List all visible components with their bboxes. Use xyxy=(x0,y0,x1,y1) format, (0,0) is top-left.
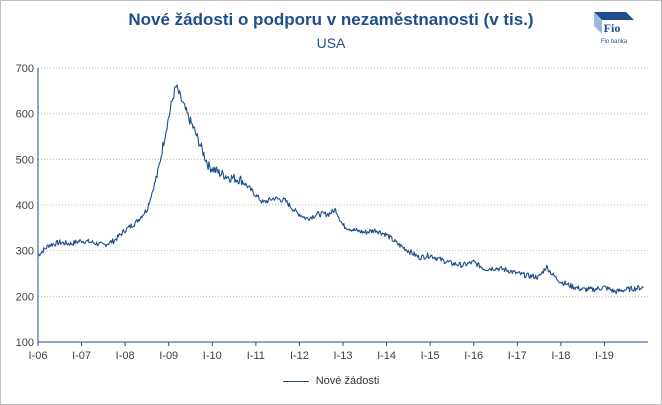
y-tick-label: 300 xyxy=(16,246,34,258)
x-tick-label: I-13 xyxy=(334,350,353,362)
y-tick-label: 400 xyxy=(16,200,34,212)
y-tick-label: 100 xyxy=(16,337,34,349)
x-tick-label: I-15 xyxy=(421,350,440,362)
series-line-nove-zadosti xyxy=(37,84,644,295)
x-tick-label: I-17 xyxy=(508,350,527,362)
y-tick-label: 500 xyxy=(16,154,34,166)
x-tick-label: I-14 xyxy=(377,350,396,362)
x-tick-label: I-06 xyxy=(29,350,48,362)
logo-text: Fio xyxy=(604,21,621,35)
chart-subtitle: USA xyxy=(316,35,346,51)
x-tick-label: I-18 xyxy=(551,350,570,362)
x-tick-label: I-19 xyxy=(595,350,614,362)
legend-label: Nové žádosti xyxy=(315,375,380,387)
fio-logo: Fio Fio banka xyxy=(594,12,634,45)
x-tick-label: I-10 xyxy=(203,350,222,362)
y-tick-label: 700 xyxy=(16,63,34,75)
x-tick-label: I-08 xyxy=(116,350,135,362)
y-tick-label: 600 xyxy=(16,109,34,121)
chart-title: Nové žádosti o podporu v nezaměstnanosti… xyxy=(128,10,534,29)
x-tick-label: I-09 xyxy=(159,350,178,362)
legend: Nové žádosti xyxy=(0,375,662,387)
x-tick-label: I-07 xyxy=(72,350,91,362)
legend-line-swatch xyxy=(282,380,309,382)
x-tick-label: I-12 xyxy=(290,350,309,362)
x-tick-label: I-16 xyxy=(464,350,483,362)
x-tick-label: I-11 xyxy=(247,350,265,362)
y-tick-label: 200 xyxy=(16,291,34,303)
logo-caption: Fio banka xyxy=(601,39,628,45)
